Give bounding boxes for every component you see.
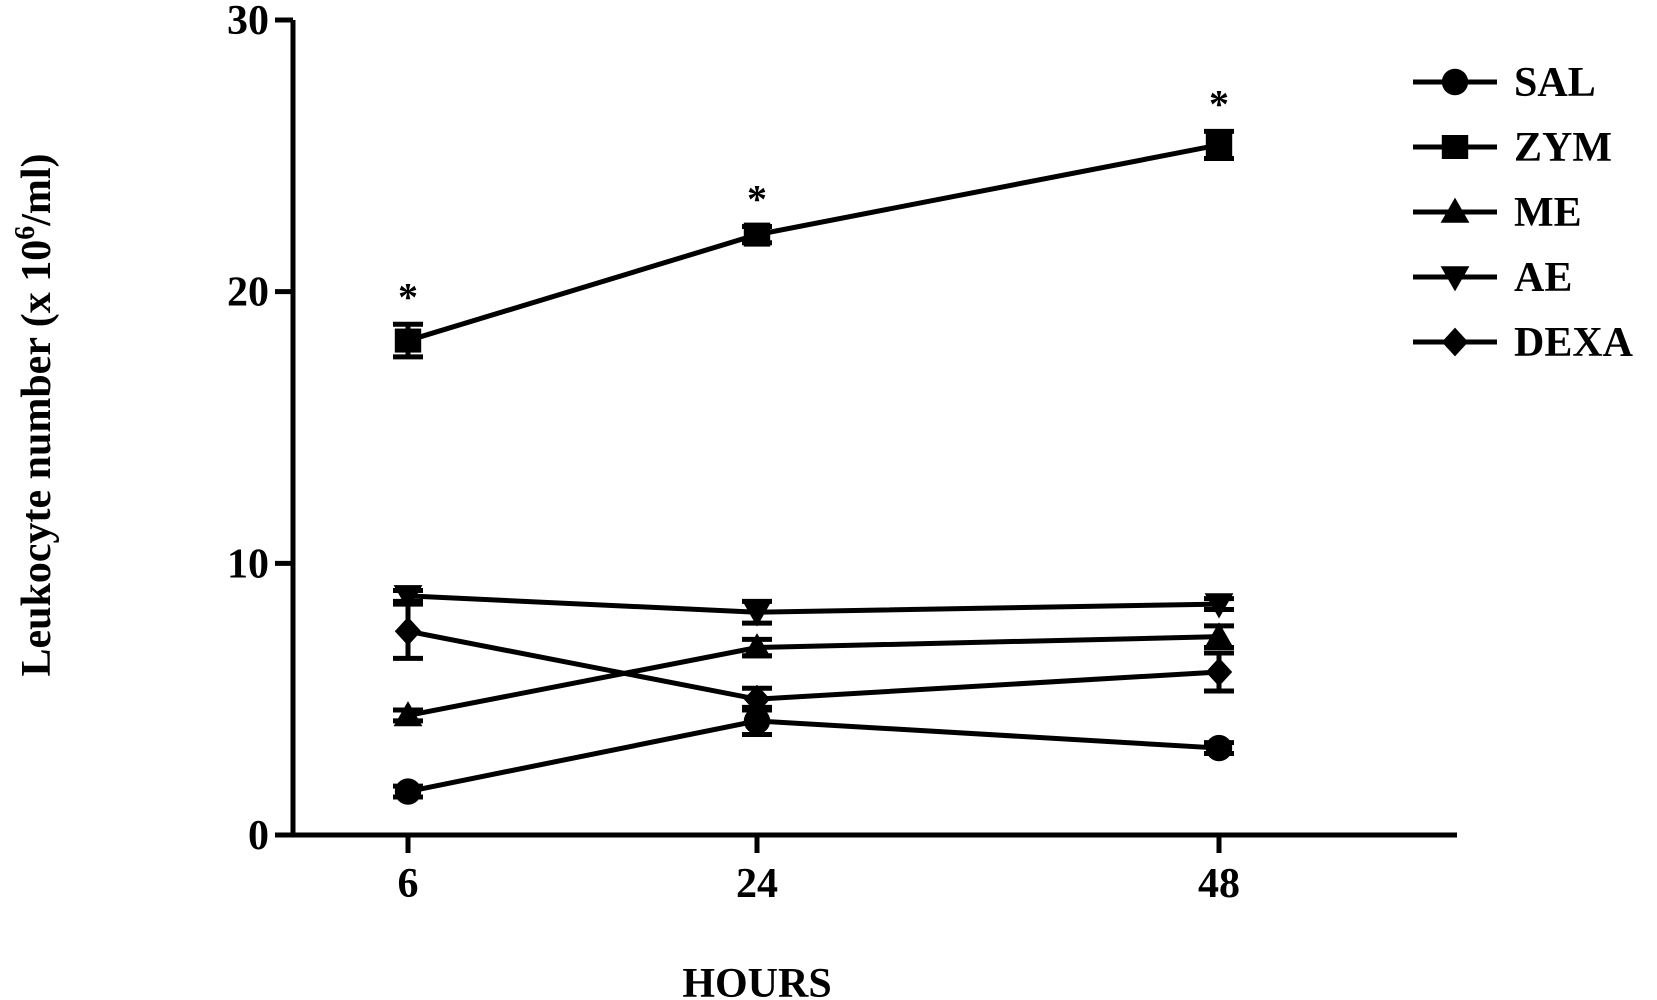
y-axis-title: Leukocyte number (x 106/ml) [10, 153, 60, 676]
data-point-me [393, 701, 423, 727]
significance-marker: * [1209, 81, 1229, 126]
series-line-sal [407, 718, 1220, 794]
data-point-dexa [1205, 657, 1233, 687]
series-layer [393, 128, 1234, 805]
data-point-me [742, 633, 772, 659]
series-line-zym [407, 142, 1220, 343]
x-axis-title: HOURS [682, 961, 831, 1000]
legend-label-zym: ZYM [1514, 125, 1612, 171]
legend-item-zym: ZYM [1413, 125, 1612, 171]
data-point-me [1204, 622, 1234, 648]
x-ticks: 6 24 48 [398, 835, 1240, 907]
y-tick-label: 20 [227, 270, 269, 316]
series-zym [393, 128, 1234, 360]
series-line-me [407, 634, 1220, 718]
y-tick-label: 10 [227, 541, 269, 587]
legend-marker-ae [1440, 266, 1470, 292]
legend: SAL ZYM ME AE DEXA [1413, 60, 1634, 366]
legend-label-me: ME [1514, 190, 1582, 236]
data-point-dexa [394, 616, 422, 646]
legend-label-ae: AE [1514, 255, 1572, 301]
data-point-sal [743, 707, 771, 735]
series-line-ae [407, 593, 1220, 615]
y-tick-label: 30 [227, 0, 269, 44]
legend-item-ae: AE [1413, 255, 1572, 301]
legend-item-dexa: DEXA [1413, 320, 1634, 366]
series-ae [393, 585, 1234, 627]
data-point-zym [394, 328, 422, 353]
annotation-layer: * * * [398, 81, 1229, 319]
legend-item-sal: SAL [1413, 60, 1596, 106]
legend-marker-me [1440, 197, 1470, 223]
legend-marker-zym [1441, 135, 1469, 159]
series-sal [393, 704, 1234, 805]
significance-marker: * [747, 176, 767, 221]
data-point-zym [1205, 132, 1233, 157]
series-dexa [393, 601, 1234, 714]
legend-marker-dexa [1441, 327, 1469, 357]
data-point-dexa [743, 684, 771, 714]
x-tick-label: 6 [398, 861, 419, 907]
legend-label-dexa: DEXA [1514, 320, 1634, 366]
data-point-ae [742, 601, 772, 627]
series-me [393, 622, 1234, 727]
data-point-sal [1205, 734, 1233, 762]
data-point-ae [393, 585, 423, 611]
data-point-zym [743, 222, 771, 247]
legend-item-me: ME [1413, 190, 1582, 236]
y-ticks: 0 10 20 30 [227, 0, 293, 859]
axes [290, 20, 1457, 838]
x-tick-label: 48 [1198, 861, 1240, 907]
x-tick-label: 24 [736, 861, 778, 907]
significance-marker: * [398, 274, 418, 319]
legend-label-sal: SAL [1514, 60, 1596, 106]
legend-marker-sal [1441, 68, 1469, 96]
y-tick-label: 0 [248, 813, 269, 859]
data-point-ae [1204, 593, 1234, 619]
data-point-sal [394, 778, 422, 805]
